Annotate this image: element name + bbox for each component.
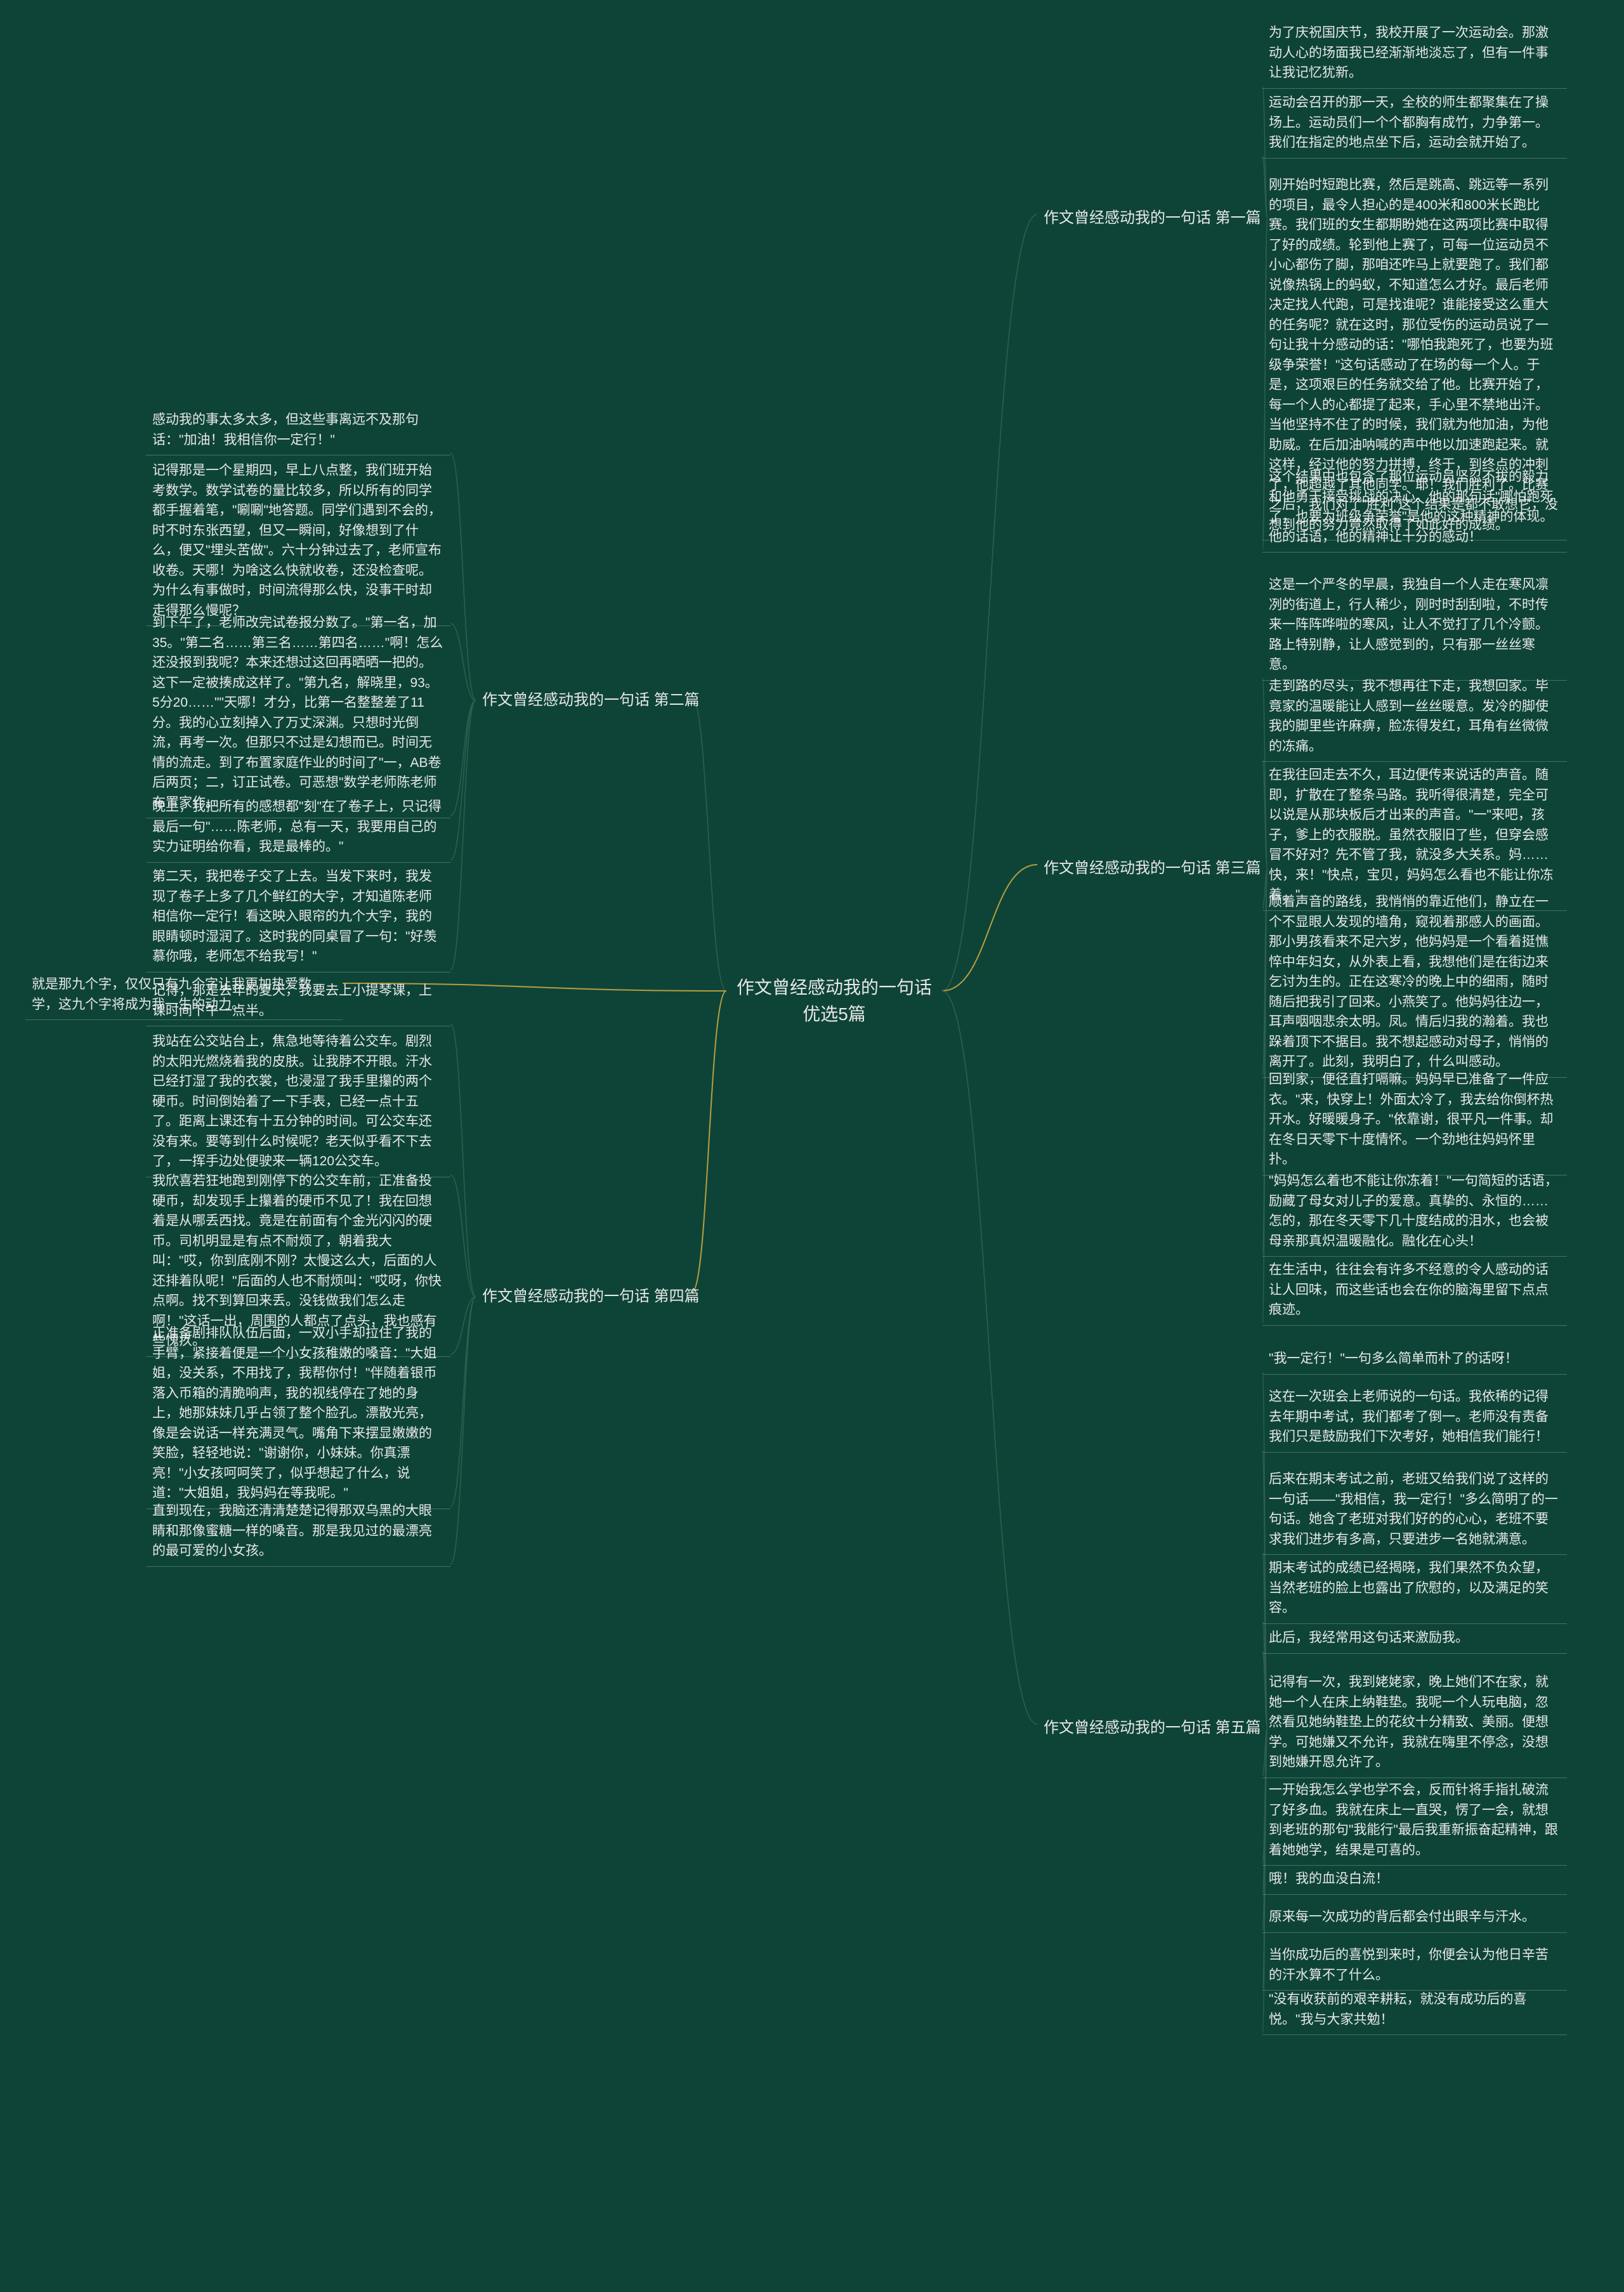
- leaf-node: 记得那是一个星期四，早上八点整，我们班开始考数学。数学试卷的量比较多，所以所有的…: [146, 457, 450, 626]
- leaf-node: 晚上，我把所有的感想都"刻"在了卷子上，只记得最后一句"……陈老师，总有一天，我…: [146, 793, 450, 863]
- leaf-node: 顺着声音的路线，我悄悄的靠近他们，静立在一个不显眼人发现的墙角，窥视着那感人的画…: [1262, 888, 1567, 1078]
- leaf-node: 此后，我经常用这句话来激励我。: [1262, 1624, 1567, 1654]
- leaf-node: 我站在公交站台上，焦急地等待着公交车。剧烈的太阳光燃烧着我的皮肤。让我脖不开眼。…: [146, 1028, 450, 1177]
- leaf-node: 记得，那是去年的夏天，我要去上小提琴课，上课时间下午一点半。: [146, 977, 450, 1026]
- root-line1: 作文曾经感动我的一句话: [733, 974, 936, 1001]
- leaf-node: 到下午了，老师改完试卷报分数了。"第一名，加35。"第二名……第三名……第四名……: [146, 609, 450, 818]
- leaf-node: 回到家，便径直打嗝嘛。妈妈早已准备了一件应衣。"来，快穿上！外面太冷了，我去给你…: [1262, 1066, 1567, 1175]
- leaf-node: 正准备剧排队队伍后面，一双小手却拉住了我的手臂，紧接着便是一个小女孩稚嫩的嗓音：…: [146, 1320, 450, 1509]
- leaf-node: 记得有一次，我到姥姥家，晚上她们不在家，就她一个人在床上纳鞋垫。我呢一个人玩电脑…: [1262, 1668, 1567, 1778]
- leaf-node: 为了庆祝国庆节，我校开展了一次运动会。那激动人心的场面我已经渐渐地淡忘了，但有一…: [1262, 19, 1567, 89]
- leaf-node: 运动会召开的那一天，全校的师生都聚集在了操场上。运动员们一个个都胸有成竹，力争第…: [1262, 89, 1567, 159]
- leaf-node: 第二天，我把卷子交了上去。当发下来时，我发现了卷子上多了几个鲜红的大字，才知道陈…: [146, 863, 450, 972]
- leaf-node: 这是一个严冬的早晨，我独自一个人走在寒风凛冽的街道上，行人稀少，刚时时刮刮啦，不…: [1262, 571, 1567, 681]
- leaf-node: 走到路的尽头，我不想再往下走，我想回家。毕竟家的温暖能让人感到一丝丝暖意。发冷的…: [1262, 672, 1567, 762]
- leaf-node: "妈妈怎么着也不能让你冻着！"一句简短的话语，励藏了母女对儿子的爱意。真挚的、永…: [1262, 1167, 1567, 1257]
- leaf-node: "没有收获前的艰辛耕耘，就没有成功后的喜悦。"我与大家共勉！: [1262, 1986, 1567, 2035]
- leaf-node: 直到现在，我脑还清清楚楚记得那双乌黑的大眼睛和那像蜜糖一样的嗓音。那是我见过的最…: [146, 1497, 450, 1567]
- leaf-node: 在生活中，往往会有许多不经意的令人感动的话让人回味，而这些话也会在你的脑海里留下…: [1262, 1256, 1567, 1326]
- leaf-node: "我一定行！"一句多么简单而朴了的话呀！: [1262, 1345, 1567, 1375]
- leaf-node: 期末考试的成绩已经揭晓，我们果然不负众望，当然老班的脸上也露出了欣慰的，以及满足…: [1262, 1554, 1567, 1624]
- leaf-node: 原来每一次成功的背后都会付出眼辛与汗水。: [1262, 1903, 1567, 1933]
- leaf-node: 当你成功后的喜悦到来时，你便会认为他日辛苦的汗水算不了什么。: [1262, 1941, 1567, 1991]
- leaf-node: 一开始我怎么学也学不会，反而针将手指扎破流了好多血。我就在床上一直哭，愣了一会，…: [1262, 1776, 1567, 1866]
- leaf-node: 这在一次班会上老师说的一句话。我依稀的记得去年期中考试，我们都考了倒一。老师没有…: [1262, 1383, 1567, 1453]
- leaf-node: 感动我的事太多太多，但这些事离远不及那句话："加油！我相信你一定行！": [146, 406, 450, 455]
- leaf-node: 哦！我的血没白流！: [1262, 1865, 1567, 1895]
- root-node: 作文曾经感动我的一句话 优选5篇: [726, 971, 942, 1031]
- branch-node: 作文曾经感动我的一句话 第三篇: [1037, 853, 1267, 884]
- root-line2: 优选5篇: [733, 1001, 936, 1028]
- branch-node: 作文曾经感动我的一句话 第四篇: [476, 1281, 706, 1312]
- branch-node: 作文曾经感动我的一句话 第二篇: [476, 685, 706, 716]
- branch-node: 作文曾经感动我的一句话 第五篇: [1037, 1713, 1267, 1743]
- branch-node: 作文曾经感动我的一句话 第一篇: [1037, 203, 1267, 233]
- leaf-node: 后来在期末考试之前，老班又给我们说了这样的一句话——"我相信，我一定行！"多么简…: [1262, 1465, 1567, 1555]
- leaf-node: 这个结果中也包含了那位运动员坚忍不拔的毅力和他勇于接受挑战的决心。他的那句话"哪…: [1262, 463, 1567, 553]
